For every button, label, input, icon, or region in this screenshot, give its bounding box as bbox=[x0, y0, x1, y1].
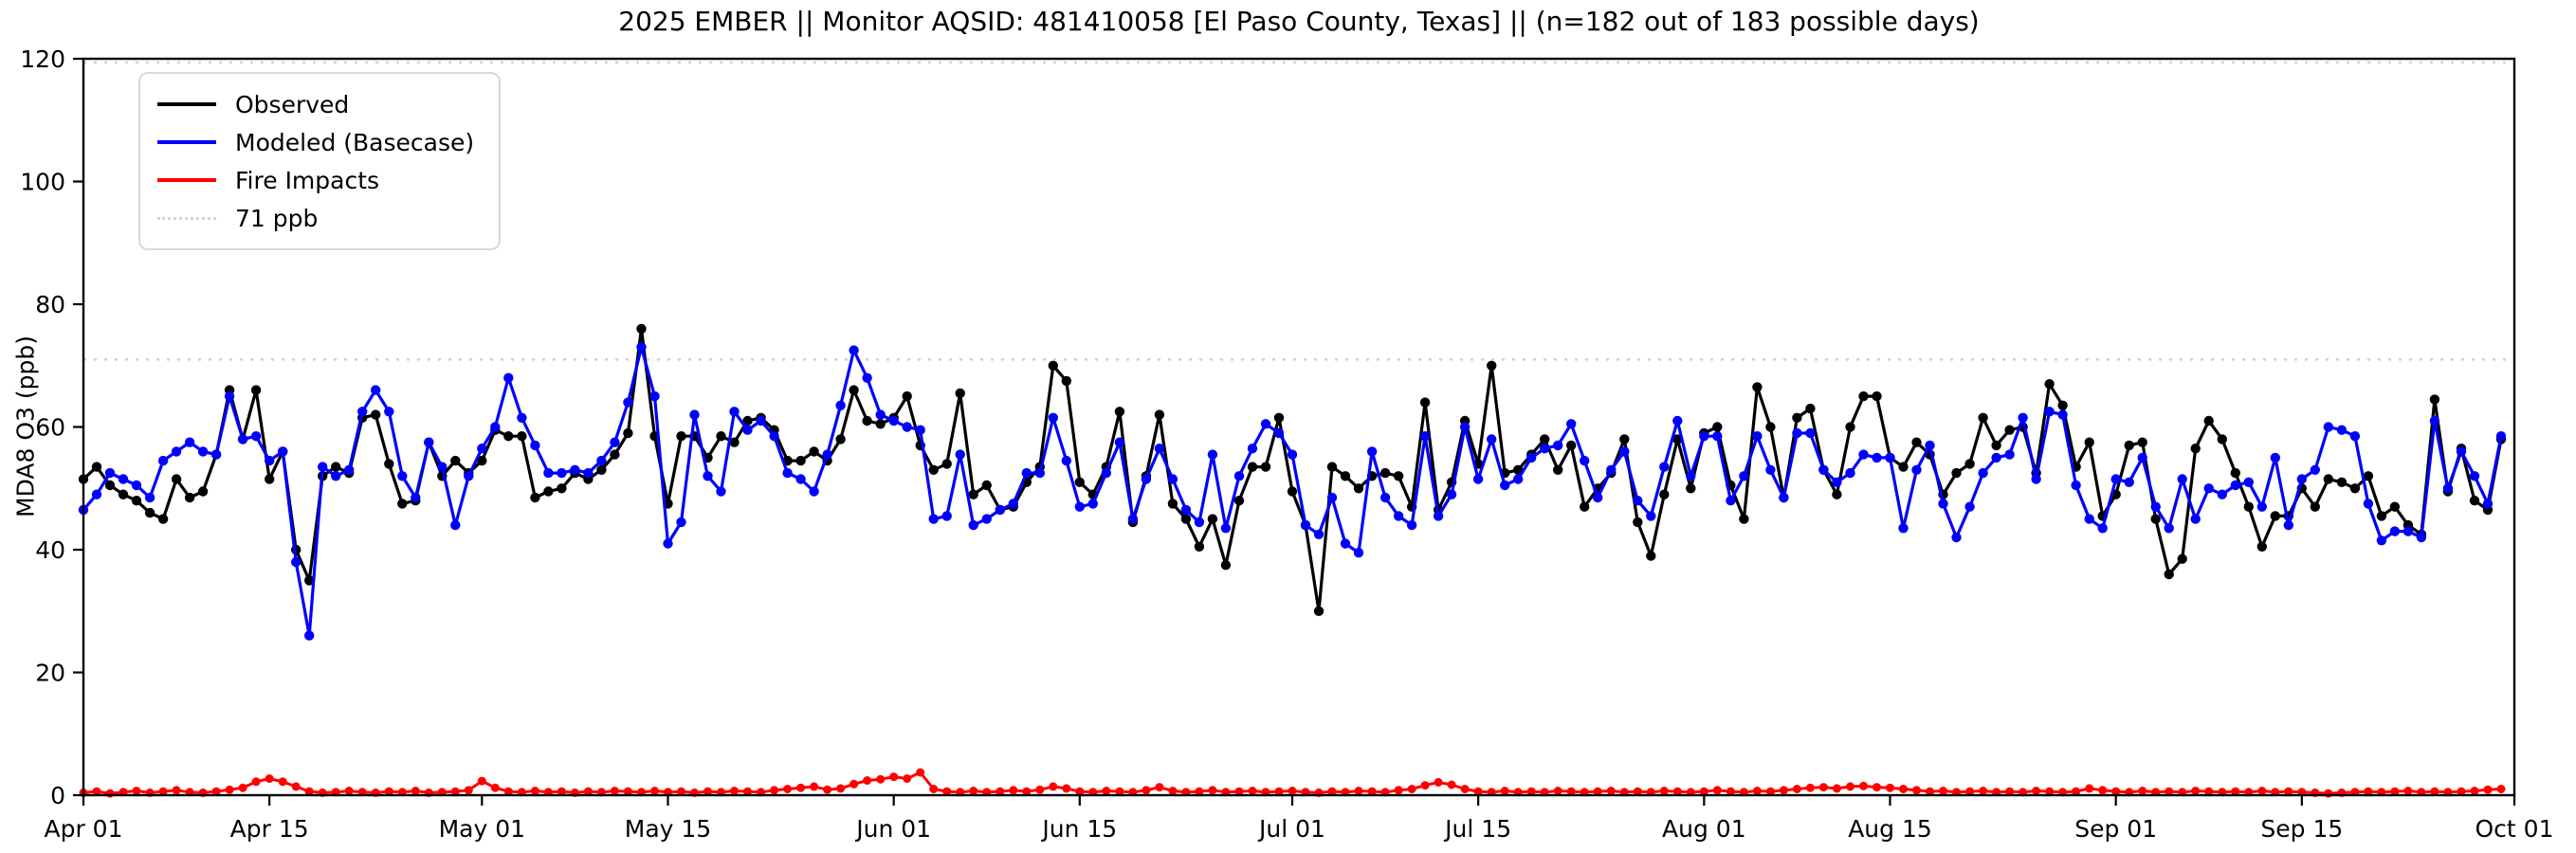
y-tick-label: 120 bbox=[20, 45, 65, 73]
x-tick-label: May 15 bbox=[625, 815, 711, 843]
x-tick-label: Jul 15 bbox=[1443, 815, 1511, 843]
legend-line-sample bbox=[157, 102, 216, 106]
series-markers-fire-impacts bbox=[79, 768, 2506, 798]
x-tick-label: Aug 01 bbox=[1662, 815, 1746, 843]
x-tick-label: Apr 01 bbox=[44, 815, 122, 843]
x-tick-label: Sep 15 bbox=[2260, 815, 2343, 843]
series-line-observed bbox=[82, 327, 2503, 613]
y-tick-label: 40 bbox=[35, 536, 65, 564]
legend: Observed Modeled (Basecase) Fire Impacts 71… bbox=[138, 72, 501, 250]
legend-line-sample bbox=[157, 178, 216, 182]
legend-label: Modeled (Basecase) bbox=[235, 128, 475, 156]
x-tick-label: Jul 01 bbox=[1257, 815, 1325, 843]
y-tick-label: 20 bbox=[35, 660, 65, 687]
y-tick-label: 100 bbox=[20, 169, 65, 196]
x-tick-label: Oct 01 bbox=[2476, 815, 2554, 843]
y-tick-label: 60 bbox=[35, 414, 65, 442]
x-tick-label: Jun 15 bbox=[1040, 815, 1117, 843]
series-markers-modeled-basecase bbox=[78, 342, 2507, 641]
x-tick-label: Aug 15 bbox=[1848, 815, 1932, 843]
legend-label: 71 ppb bbox=[235, 204, 319, 232]
legend-line-sample bbox=[157, 216, 216, 220]
legend-item-1: Modeled (Basecase) bbox=[157, 123, 482, 161]
chart-title: 2025 EMBER || Monitor AQSID: 481410058 [… bbox=[618, 6, 1980, 37]
y-tick-label: 80 bbox=[35, 291, 65, 318]
legend-label: Fire Impacts bbox=[235, 166, 380, 194]
x-tick-label: Sep 01 bbox=[2074, 815, 2157, 843]
legend-line-sample bbox=[157, 140, 216, 144]
x-tick-label: Jun 01 bbox=[854, 815, 931, 843]
legend-item-3: 71 ppb bbox=[157, 199, 482, 237]
y-tick-label: 0 bbox=[50, 782, 65, 809]
x-tick-label: Apr 15 bbox=[230, 815, 309, 843]
legend-item-0: Observed bbox=[157, 85, 482, 123]
x-tick-label: May 01 bbox=[439, 815, 525, 843]
legend-item-2: Fire Impacts bbox=[157, 161, 482, 199]
legend-label: Observed bbox=[235, 90, 350, 118]
